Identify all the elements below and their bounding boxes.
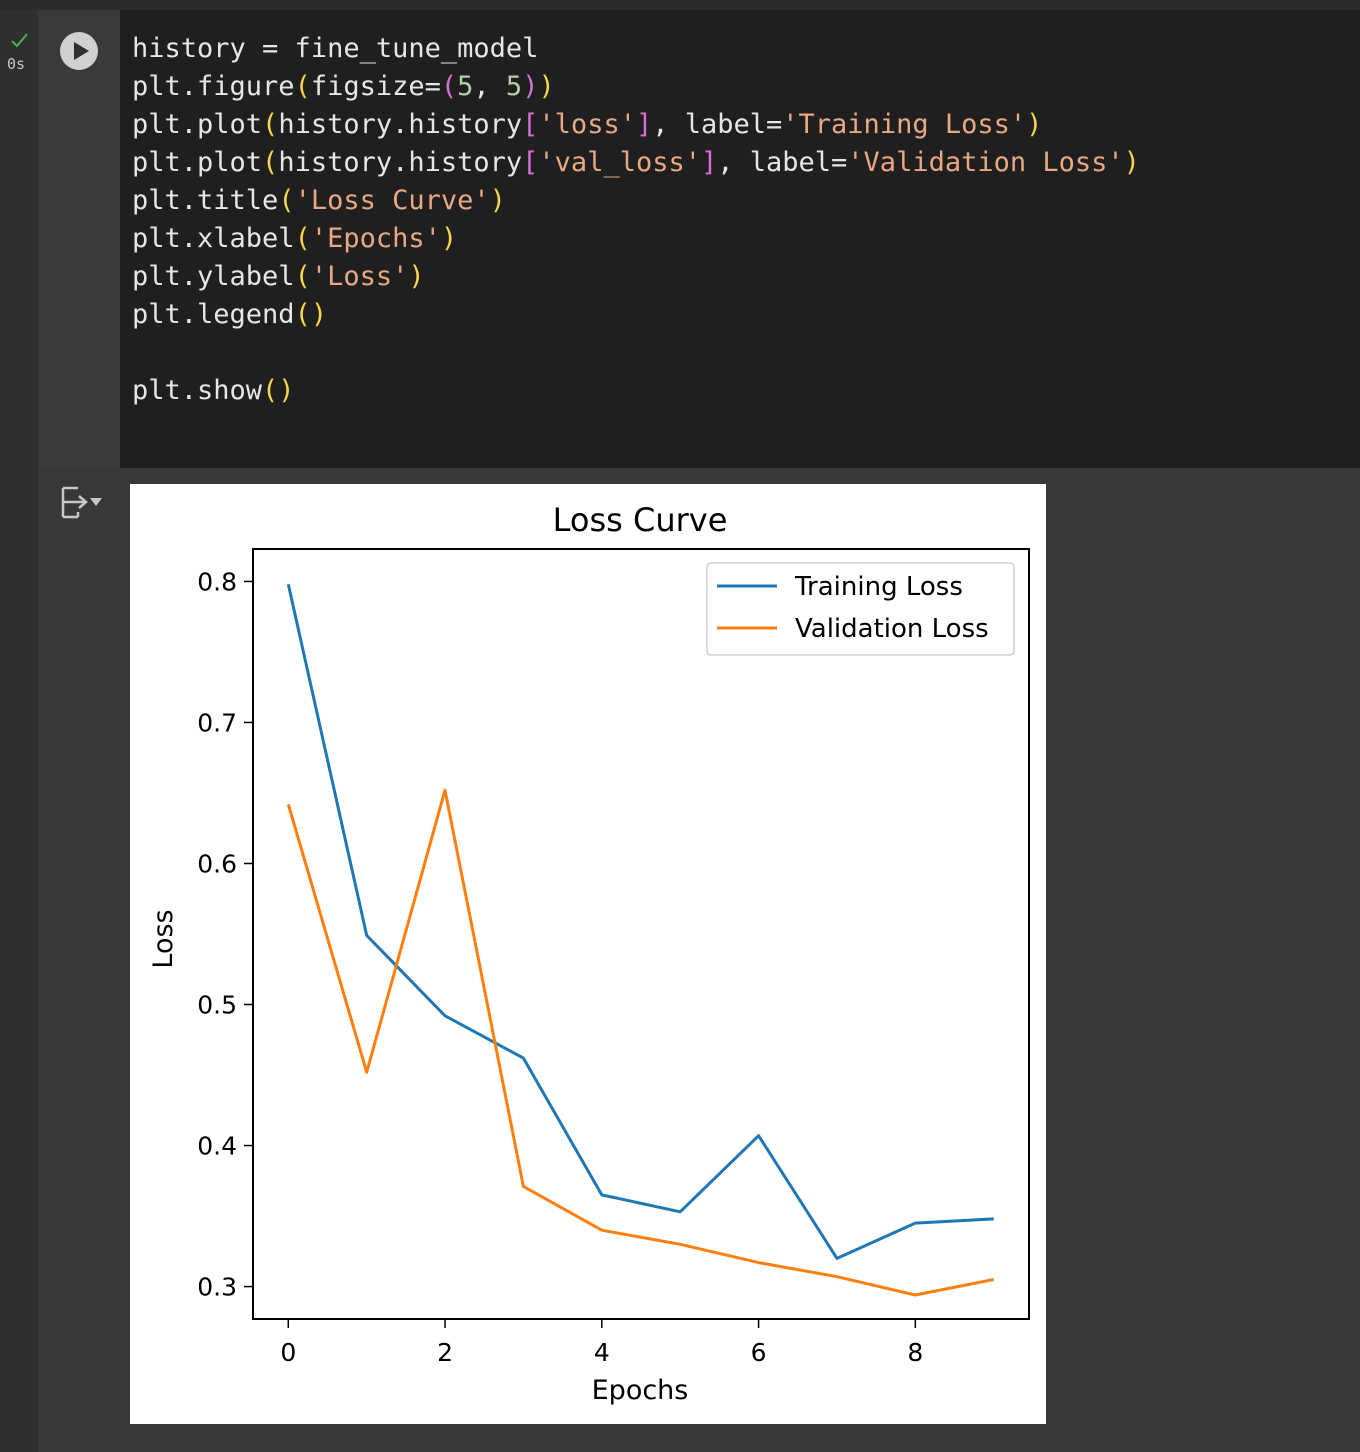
execution-time: 0s (7, 55, 26, 73)
code-token: 5 (505, 71, 523, 102)
run-cell-button[interactable] (60, 32, 98, 70)
code-token: plt.ylabel (132, 261, 295, 292)
code-line: plt.xlabel('Epochs') (132, 220, 1140, 258)
top-strip (0, 0, 1360, 10)
code-token: ) (1123, 147, 1140, 178)
x-tick-label: 8 (907, 1338, 923, 1367)
code-token: () (294, 299, 328, 330)
code-line (132, 334, 1140, 372)
code-token: () (262, 375, 295, 406)
code-line: plt.plot(history.history['loss'], label=… (132, 106, 1140, 144)
code-token: plt.plot (132, 109, 263, 140)
code-cell[interactable]: history = fine_tune_model plt.figure(figs… (40, 10, 1360, 468)
code-token: ( (262, 147, 279, 178)
legend-box (706, 562, 1015, 656)
y-tick-label: 0.7 (197, 708, 237, 737)
code-token: ( (294, 71, 311, 102)
code-line: plt.figure(figsize=(5, 5)) (132, 68, 1140, 106)
code-token: , label= (652, 109, 783, 140)
loss-chart: Loss Curve Epochs Loss 0 2 4 6 8 0.3 0.4 0.5 0.6… (148, 501, 1030, 1406)
code-token: [ (522, 109, 539, 140)
code-line: history = fine_tune_model (132, 30, 1140, 68)
code-token: ( (294, 261, 311, 292)
y-tick-label: 0.8 (197, 567, 237, 596)
code-token: [ (522, 147, 539, 178)
y-axis-label: Loss (148, 909, 179, 968)
code-token: plt.figure (132, 71, 295, 102)
x-tick-label: 0 (280, 1338, 296, 1367)
legend-label: Validation Loss (795, 614, 989, 644)
code-token: , (473, 71, 506, 102)
series-line-training-loss (286, 583, 994, 1260)
x-tick-label: 4 (594, 1338, 610, 1367)
code-token: plt.show (132, 375, 263, 406)
code-line: plt.plot(history.history['val_loss'], la… (132, 144, 1140, 182)
cell-gutter (40, 10, 120, 468)
code-token: plt.title (132, 185, 279, 216)
code-token: history.history (278, 109, 523, 140)
code-token: ) (522, 71, 539, 102)
output-collapse-icon[interactable] (60, 484, 104, 524)
code-token: history = fine_tune_model (132, 33, 539, 64)
code-token: 'Loss Curve' (294, 185, 490, 216)
legend-label: Training Loss (794, 572, 963, 602)
code-token: ] (635, 109, 653, 140)
code-token: ] (700, 147, 718, 178)
code-token: , label= (717, 147, 848, 178)
code-token: history.history (278, 147, 523, 178)
x-axis-label: Epochs (592, 1375, 689, 1406)
y-tick-label: 0.3 (197, 1273, 237, 1302)
code-line: plt.title('Loss Curve') (132, 182, 1140, 220)
series-line-validation-loss (286, 788, 994, 1297)
code-token: 'Loss' (310, 261, 409, 292)
y-tick-label: 0.4 (197, 1132, 237, 1161)
code-line: plt.legend() (132, 296, 1140, 334)
code-token: ) (1026, 109, 1043, 140)
code-token: ( (440, 71, 458, 102)
code-token: plt.legend (132, 299, 295, 330)
x-tick-label: 6 (751, 1338, 767, 1367)
plot-frame (252, 548, 1030, 1320)
y-tick-label: 0.6 (197, 849, 237, 878)
code-token: 5 (457, 71, 474, 102)
code-token: figsize= (310, 71, 441, 102)
play-icon (74, 42, 89, 60)
left-gutter (0, 10, 38, 1452)
code-token: 'Training Loss' (782, 109, 1027, 140)
chart-title: Loss Curve (553, 501, 728, 539)
code-token: ) (408, 261, 425, 292)
y-tick-label: 0.5 (197, 991, 237, 1020)
code-token: ) (489, 185, 506, 216)
code-token: ( (278, 185, 295, 216)
code-token: ) (440, 223, 458, 254)
code-token: ( (294, 223, 311, 254)
code-token: ) (538, 71, 555, 102)
code-token: ( (262, 109, 279, 140)
code-line: plt.show() (132, 372, 1140, 410)
code-token: 'val_loss' (538, 147, 701, 178)
plot-output: Loss Curve Epochs Loss 0 2 4 6 8 0.3 0.4 0.5 0.6… (130, 484, 1046, 1424)
code-token: plt.xlabel (132, 223, 295, 254)
code-token: 'Validation Loss' (847, 147, 1124, 178)
code-token: 'loss' (538, 109, 636, 140)
code-token: plt.plot (132, 147, 263, 178)
code-token: 'Epochs' (310, 223, 441, 254)
code-line: plt.ylabel('Loss') (132, 258, 1140, 296)
checkmark-icon (11, 33, 28, 48)
code-editor[interactable]: history = fine_tune_model plt.figure(figs… (132, 30, 1140, 410)
x-tick-label: 2 (437, 1338, 453, 1367)
